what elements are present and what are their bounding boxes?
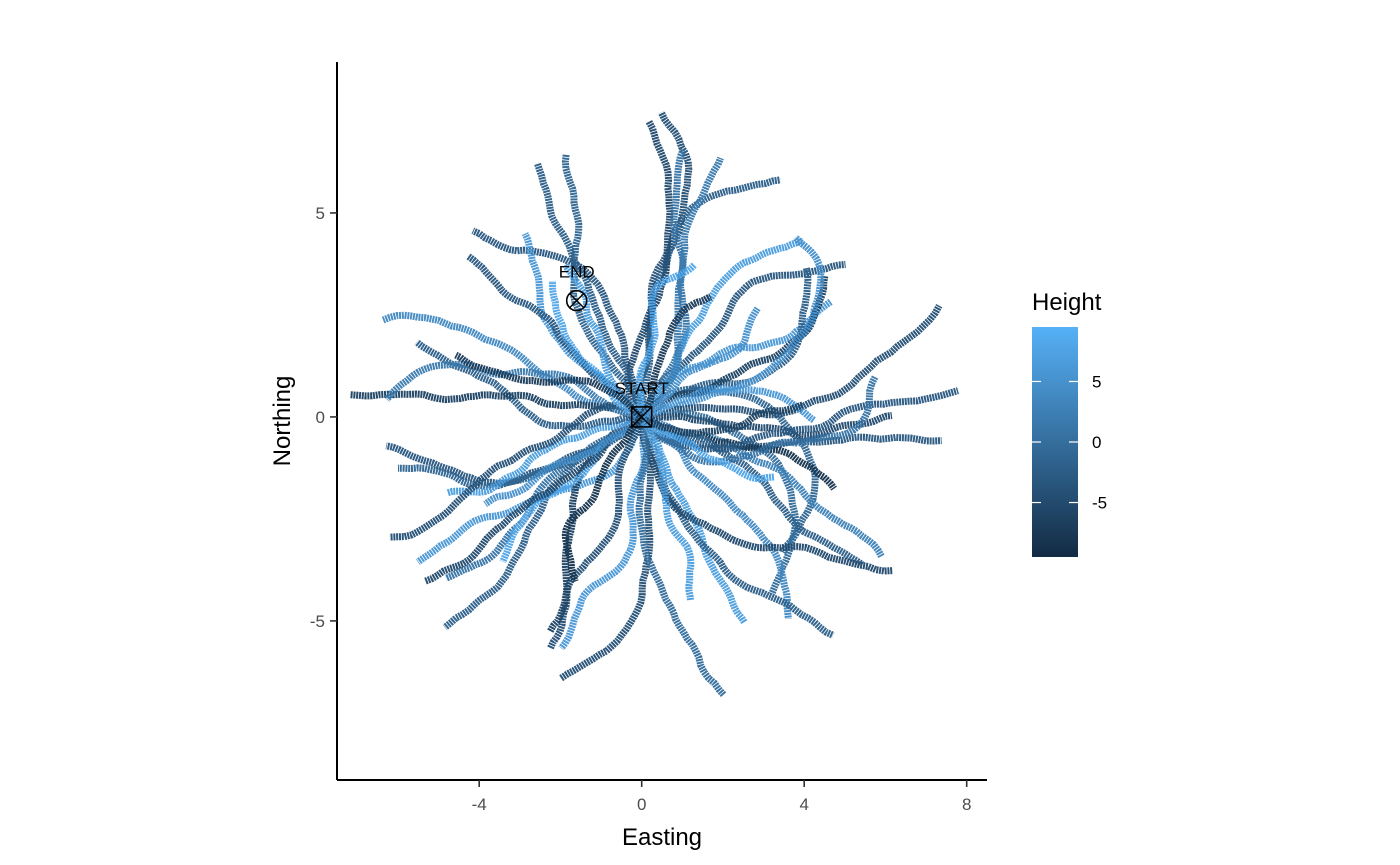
- start-marker: [630, 406, 653, 428]
- legend: Height -5 0 5: [1032, 289, 1107, 557]
- track-line: [639, 275, 829, 420]
- track-line: [638, 375, 879, 466]
- x-tick-label: 8: [962, 795, 971, 814]
- track-line: [558, 416, 648, 651]
- track-line: [548, 280, 644, 421]
- end-label: END: [559, 263, 595, 282]
- track-line: [384, 360, 643, 421]
- track-line: [446, 413, 643, 497]
- track-line: [397, 413, 644, 490]
- y-tick-label: 5: [316, 204, 325, 223]
- legend-tick-label: 0: [1092, 433, 1101, 452]
- track-line: [638, 293, 713, 419]
- track-line: [640, 234, 825, 421]
- x-axis-title: Easting: [622, 824, 702, 851]
- end-marker: [565, 289, 588, 312]
- y-axis-title: Northing: [269, 376, 296, 467]
- y-tick-label: -5: [310, 612, 325, 631]
- track-line: [533, 162, 646, 418]
- start-label: START: [615, 379, 669, 398]
- track-line: [547, 413, 644, 633]
- track-line: [385, 414, 645, 487]
- y-axis-ticks: -5 0 5: [310, 204, 337, 631]
- track-line: [471, 227, 646, 418]
- track-line: [389, 401, 644, 541]
- legend-tick-label: -5: [1092, 494, 1107, 513]
- track-line: [640, 156, 724, 421]
- track-line: [454, 351, 644, 420]
- y-tick-label: 0: [316, 408, 325, 427]
- track-line: [561, 414, 645, 583]
- track-line: [641, 409, 800, 596]
- track-lines: [349, 110, 959, 698]
- track-line: [641, 385, 816, 424]
- track-line: [640, 304, 943, 421]
- legend-title: Height: [1032, 289, 1102, 316]
- track-line: [349, 390, 643, 421]
- track-line: [639, 385, 819, 555]
- track-line: [636, 261, 698, 418]
- legend-tick-label: 5: [1092, 372, 1101, 391]
- x-tick-label: 0: [637, 795, 646, 814]
- track-line: [638, 415, 695, 601]
- track-line: [381, 311, 643, 421]
- x-axis-ticks: -4 0 4 8: [472, 780, 971, 814]
- markers: START END: [559, 263, 669, 428]
- track-line: [639, 401, 805, 437]
- x-tick-label: -4: [472, 795, 487, 814]
- track-line: [641, 412, 893, 439]
- track-line: [638, 416, 893, 575]
- track-line: [638, 148, 690, 419]
- track-line: [483, 414, 645, 508]
- legend-ticks: -5 0 5: [1032, 372, 1107, 513]
- track-line: [624, 120, 674, 419]
- track-line: [639, 306, 761, 420]
- x-tick-label: 4: [799, 795, 808, 814]
